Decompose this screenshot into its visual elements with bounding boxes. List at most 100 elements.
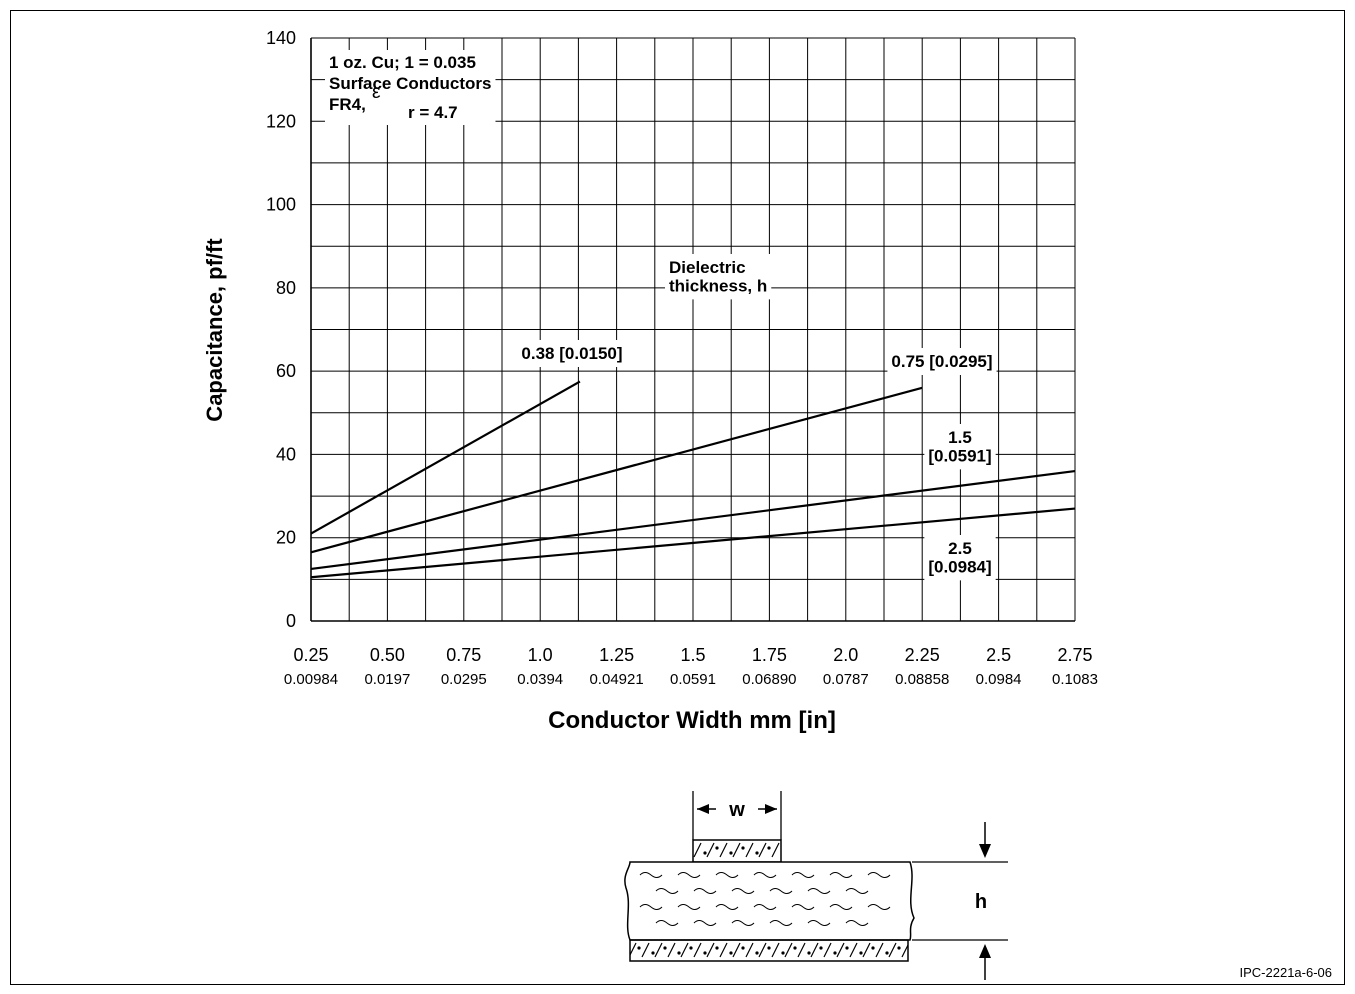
- x-tick-label-mm: 0.75: [446, 645, 481, 665]
- annotation-line-3: FR4,: [329, 95, 366, 114]
- dielectric-wave: [867, 872, 891, 878]
- x-tick-label-in: 0.08858: [895, 671, 949, 688]
- series-label-2-text: 0.75 [0.0295]: [891, 352, 992, 371]
- series-label-1-background: [517, 340, 627, 367]
- dielectric-wave: [845, 920, 869, 926]
- dielectric-wave: [715, 904, 739, 910]
- height-arrow-up-icon: [979, 944, 991, 980]
- series-line-4: [310, 507, 1076, 579]
- dielectric-wave: [807, 920, 831, 926]
- annotation-line-1: 1 oz. Cu; 1 = 0.035: [329, 53, 476, 72]
- series-label-3-background: [924, 424, 996, 470]
- dielectric-wave: [655, 920, 679, 926]
- x-tick-label-mm: 1.25: [599, 645, 634, 665]
- y-tick-label: 40: [276, 444, 296, 464]
- dielectric-wave: [791, 872, 815, 878]
- dielectric-wave: [731, 888, 755, 894]
- height-label: h: [975, 891, 987, 913]
- series-label-4-background: [924, 535, 996, 581]
- figure-frame: [10, 10, 1345, 985]
- series-line-2: [310, 386, 923, 554]
- series-label-3: 1.5[0.0591]: [924, 424, 996, 470]
- x-tick-label-in: 0.0394: [517, 671, 563, 688]
- x-tick-label-in: 0.0984: [976, 671, 1022, 688]
- x-tick-label-mm: 1.5: [680, 645, 705, 665]
- x-tick-label-mm: 0.50: [370, 645, 405, 665]
- chart-labels: 0 20 40 60 80 100 120 140 0.25 0.00984 0.50 0.0197 0…: [266, 28, 1098, 688]
- x-tick-label-in: 0.06890: [742, 671, 796, 688]
- plot-axes: [310, 38, 1075, 622]
- legend-title-text: thickness, h: [669, 276, 767, 295]
- dielectric-wave: [677, 872, 701, 878]
- series-label-3-text: 1.5: [948, 428, 972, 447]
- dielectric-wave: [715, 872, 739, 878]
- x-tick-label-mm: 2.0: [833, 645, 858, 665]
- series-line-3: [310, 469, 1076, 571]
- x-tick-label-mm: 2.75: [1057, 645, 1092, 665]
- dielectric-wave: [753, 904, 777, 910]
- y-tick-label: 120: [266, 111, 296, 131]
- legend-title-text: Dielectric: [669, 258, 746, 277]
- dielectric-substrate: [624, 861, 915, 941]
- x-tick-label-in: 0.0295: [441, 671, 487, 688]
- y-tick-label: 140: [266, 28, 296, 48]
- dielectric-wave: [769, 920, 793, 926]
- dielectric-wave: [829, 872, 853, 878]
- y-tick-label: 60: [276, 361, 296, 381]
- width-label: w: [728, 799, 745, 821]
- series-label-4-text: [0.0984]: [928, 557, 991, 576]
- dielectric-wave: [867, 904, 891, 910]
- series-label-1: 0.38 [0.0150]: [517, 340, 627, 367]
- series-line-1: [310, 380, 581, 535]
- dielectric-wave: [639, 904, 663, 910]
- dielectric-wave: [731, 920, 755, 926]
- grid-lines: [310, 37, 1076, 622]
- x-tick-label-mm: 2.25: [905, 645, 940, 665]
- annotation-line-2: Surface Conductors: [329, 74, 491, 93]
- dielectric-wave: [807, 888, 831, 894]
- annotation-background: [325, 50, 496, 125]
- surface-conductor: [692, 839, 782, 863]
- x-tick-label-in: 0.1083: [1052, 671, 1098, 688]
- x-tick-label-in: 0.00984: [284, 671, 338, 688]
- y-tick-label: 20: [276, 528, 296, 548]
- x-tick-label-mm: 1.75: [752, 645, 787, 665]
- x-tick-label-mm: 2.5: [986, 645, 1011, 665]
- x-tick-label-mm: 0.25: [293, 645, 328, 665]
- series-lines: [310, 380, 1076, 579]
- epsilon-symbol: ε: [372, 82, 381, 103]
- ground-plane: [629, 939, 909, 962]
- x-tick-label-in: 0.0197: [364, 671, 410, 688]
- series-label-4-text: 2.5: [948, 539, 972, 558]
- dielectric-wave: [693, 920, 717, 926]
- dielectric-wave: [655, 888, 679, 894]
- dielectric-texture: [639, 872, 891, 926]
- y-tick-label: 100: [266, 195, 296, 215]
- figure-code: IPC-2221a-6-06: [1240, 965, 1333, 980]
- x-tick-label-in: 0.0787: [823, 671, 869, 688]
- annotation-box: 1 oz. Cu; 1 = 0.035 Surface Conductors FR4…: [325, 50, 496, 125]
- dielectric-wave: [829, 904, 853, 910]
- series-label-2-background: [887, 348, 997, 375]
- dielectric-wave: [791, 904, 815, 910]
- x-tick-label-mm: 1.0: [528, 645, 553, 665]
- dielectric-wave: [845, 888, 869, 894]
- y-axis-title: Capacitance, pf/ft: [202, 238, 227, 422]
- series-label-1-text: 0.38 [0.0150]: [521, 344, 622, 363]
- x-tick-label-in: 0.0591: [670, 671, 716, 688]
- series-label-2: 0.75 [0.0295]: [887, 348, 997, 375]
- series-label-4: 2.5[0.0984]: [924, 535, 996, 581]
- series-label-3-text: [0.0591]: [928, 446, 991, 465]
- dielectric-wave: [639, 872, 663, 878]
- y-tick-label: 80: [276, 278, 296, 298]
- height-arrow-down-icon: [979, 822, 991, 858]
- width-arrow-right-icon: [758, 804, 777, 814]
- dielectric-wave: [677, 904, 701, 910]
- width-arrow-left-icon: [697, 804, 716, 814]
- dielectric-wave: [753, 872, 777, 878]
- microstrip-cross-section: w h: [624, 791, 1008, 980]
- dielectric-wave: [769, 888, 793, 894]
- annotation-line-4: r = 4.7: [408, 103, 458, 122]
